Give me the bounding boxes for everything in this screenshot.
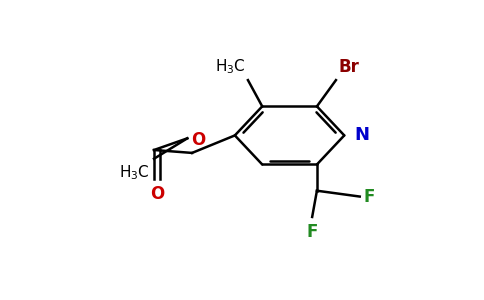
Text: F: F xyxy=(306,223,318,241)
Text: F: F xyxy=(363,188,375,206)
Text: H$_3$C: H$_3$C xyxy=(215,57,245,76)
Text: N: N xyxy=(355,126,370,144)
Text: Br: Br xyxy=(338,58,359,76)
Text: O: O xyxy=(150,185,164,203)
Text: O: O xyxy=(191,131,205,149)
Text: H$_3$C: H$_3$C xyxy=(119,163,149,182)
